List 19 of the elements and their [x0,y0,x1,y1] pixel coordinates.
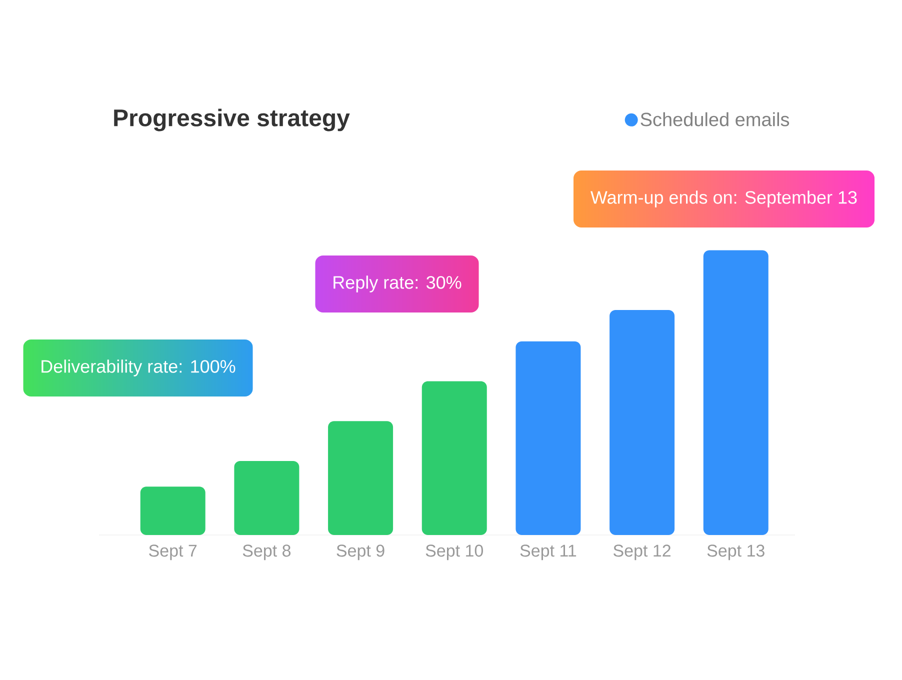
bar [610,310,675,535]
legend-label: Scheduled emails [640,112,790,126]
bar [234,460,300,535]
x-tick-label: Sept 7 [149,544,197,560]
bar [328,421,394,535]
x-tick-label: Sept 11 [520,544,576,560]
bar [703,250,768,535]
text: Warm-up ends on: September 13 [590,190,857,208]
annotation: Reply rate: 30% [334,276,462,292]
chart-title: Progressive strategy [114,108,350,132]
bar [516,341,581,535]
x-tick-label: Sept 8 [242,544,291,560]
bar [422,381,487,535]
bar [140,486,206,535]
x-tick-label: Sept 13 [707,544,764,560]
x-tick-label: Sept 12 [614,544,670,560]
x-tick-label: Sept 10 [426,544,483,560]
annotation: Deliverability rate: 100% [42,360,236,376]
x-tick-label: Sept 9 [336,544,384,560]
